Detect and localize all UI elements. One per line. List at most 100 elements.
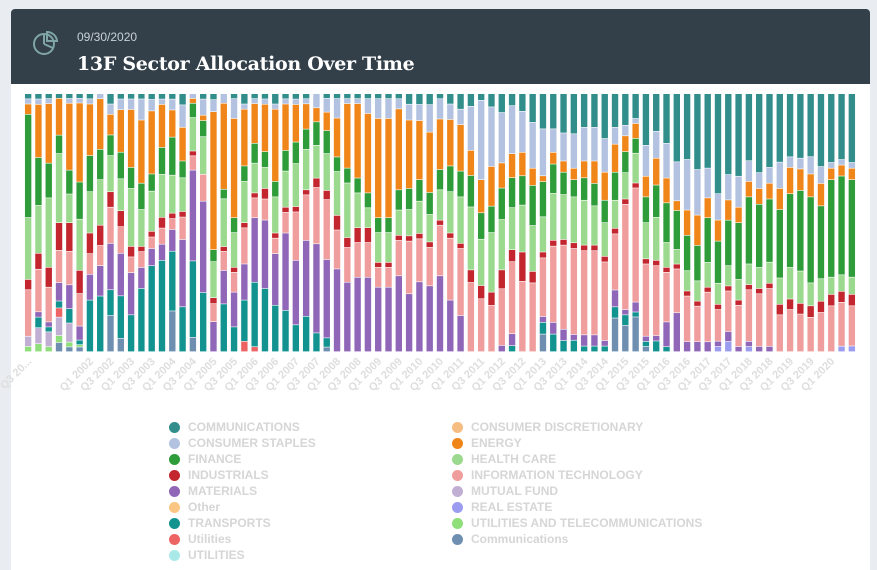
bar-segment[interactable] — [714, 309, 722, 341]
bar-segment[interactable] — [86, 300, 94, 352]
bar-segment[interactable] — [807, 197, 814, 283]
bar-segment[interactable] — [251, 198, 258, 218]
bar-segment[interactable] — [653, 260, 660, 266]
bar-segment[interactable] — [117, 226, 124, 253]
bar-segment[interactable] — [539, 316, 547, 323]
bar-segment[interactable] — [632, 118, 639, 124]
bar-segment[interactable] — [611, 228, 619, 234]
bar-segment[interactable] — [508, 106, 516, 154]
bar-segment[interactable] — [714, 304, 722, 310]
bar-segment[interactable] — [66, 323, 73, 342]
bar-segment[interactable] — [405, 209, 413, 236]
bar-segment[interactable] — [97, 180, 104, 225]
bar-segment[interactable] — [333, 269, 341, 352]
bar-segment[interactable] — [354, 227, 361, 243]
bar-segment[interactable] — [199, 99, 207, 115]
bar-segment[interactable] — [797, 303, 804, 314]
bar-segment[interactable] — [169, 251, 176, 311]
bar-segment[interactable] — [457, 94, 464, 109]
bar-segment[interactable] — [158, 260, 166, 352]
bar-segment[interactable] — [426, 247, 433, 286]
bar-segment[interactable] — [828, 168, 835, 180]
bar-segment[interactable] — [313, 244, 320, 333]
bar-segment[interactable] — [683, 341, 691, 352]
bar-segment[interactable] — [86, 99, 94, 104]
bar-segment[interactable] — [766, 167, 773, 183]
bar-segment[interactable] — [251, 218, 258, 282]
bar-segment[interactable] — [611, 144, 619, 172]
bar-segment[interactable] — [210, 322, 217, 352]
bar-segment[interactable] — [467, 175, 475, 207]
bar-segment[interactable] — [786, 94, 794, 157]
bar-segment[interactable] — [138, 94, 145, 99]
bar-segment[interactable] — [138, 251, 145, 268]
bar-segment[interactable] — [292, 212, 300, 261]
bar-segment[interactable] — [683, 159, 691, 210]
bar-segment[interactable] — [694, 301, 701, 306]
bar-segment[interactable] — [395, 240, 402, 276]
bar-segment[interactable] — [302, 240, 310, 316]
bar-segment[interactable] — [436, 190, 444, 220]
bar-segment[interactable] — [395, 210, 402, 236]
bar-segment[interactable] — [601, 262, 608, 341]
bar-segment[interactable] — [138, 246, 145, 252]
bar-segment[interactable] — [395, 235, 402, 241]
bar-segment[interactable] — [447, 238, 454, 300]
bar-segment[interactable] — [148, 174, 155, 191]
bar-segment[interactable] — [519, 152, 526, 176]
bar-segment[interactable] — [508, 262, 516, 334]
bar-segment[interactable] — [426, 94, 433, 105]
bar-segment[interactable] — [364, 242, 372, 277]
bar-segment[interactable] — [127, 99, 135, 110]
bar-segment[interactable] — [848, 306, 856, 346]
bar-segment[interactable] — [179, 211, 186, 217]
bar-segment[interactable] — [838, 165, 845, 176]
bar-segment[interactable] — [107, 207, 114, 244]
bar-segment[interactable] — [694, 306, 701, 342]
bar-segment[interactable] — [766, 288, 773, 347]
bar-segment[interactable] — [169, 99, 176, 110]
bar-segment[interactable] — [848, 162, 856, 168]
bar-segment[interactable] — [745, 94, 753, 161]
bar-segment[interactable] — [55, 94, 63, 99]
bar-segment[interactable] — [272, 253, 279, 305]
bar-segment[interactable] — [220, 103, 227, 189]
bar-segment[interactable] — [189, 261, 197, 338]
bar-segment[interactable] — [745, 290, 753, 342]
bar-segment[interactable] — [848, 168, 856, 180]
bar-segment[interactable] — [611, 307, 619, 318]
bar-segment[interactable] — [776, 304, 783, 315]
bar-segment[interactable] — [86, 94, 94, 99]
bar-segment[interactable] — [76, 293, 83, 326]
bar-segment[interactable] — [642, 341, 650, 347]
bar-segment[interactable] — [127, 246, 135, 257]
bar-segment[interactable] — [66, 170, 73, 194]
bar-segment[interactable] — [498, 270, 505, 289]
bar-segment[interactable] — [66, 285, 73, 309]
bar-segment[interactable] — [467, 106, 475, 151]
bar-segment[interactable] — [477, 299, 485, 352]
bar-segment[interactable] — [364, 98, 372, 114]
bar-segment[interactable] — [673, 94, 680, 162]
bar-segment[interactable] — [313, 178, 320, 188]
bar-segment[interactable] — [179, 178, 186, 212]
bar-segment[interactable] — [169, 218, 176, 230]
bar-segment[interactable] — [45, 94, 52, 99]
bar-segment[interactable] — [55, 342, 63, 352]
bar-segment[interactable] — [508, 346, 516, 352]
bar-segment[interactable] — [694, 169, 701, 215]
bar-segment[interactable] — [261, 151, 269, 168]
bar-segment[interactable] — [66, 309, 73, 323]
bar-segment[interactable] — [508, 250, 516, 262]
bar-segment[interactable] — [385, 267, 392, 287]
bar-segment[interactable] — [848, 346, 856, 352]
bar-segment[interactable] — [210, 100, 217, 112]
bar-segment[interactable] — [642, 94, 650, 145]
bar-segment[interactable] — [354, 98, 361, 104]
bar-segment[interactable] — [416, 104, 423, 121]
bar-segment[interactable] — [735, 94, 742, 176]
bar-segment[interactable] — [66, 98, 73, 103]
bar-segment[interactable] — [766, 94, 773, 168]
bar-segment[interactable] — [673, 201, 680, 211]
bar-segment[interactable] — [45, 198, 52, 268]
